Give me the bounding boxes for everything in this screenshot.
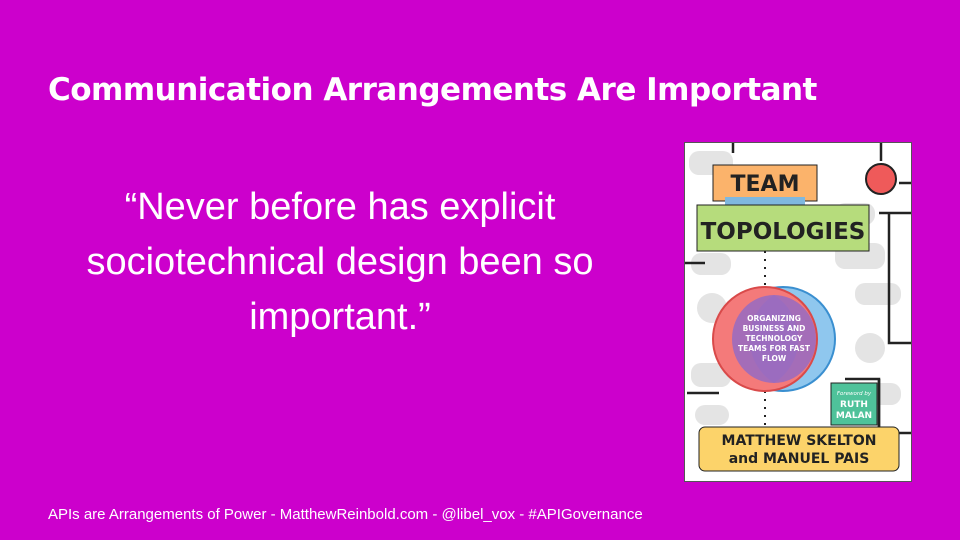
book-title-line1: TEAM xyxy=(731,172,800,197)
book-subtitle-line: BUSINESS AND xyxy=(743,324,806,333)
book-author-line1: MATTHEW SKELTON xyxy=(722,433,877,449)
book-subtitle-line: TEAMS FOR FAST xyxy=(738,344,811,353)
quote-line: sociotechnical design been so xyxy=(86,241,594,283)
quote-line: important.” xyxy=(249,296,431,338)
foreword-name-line: MALAN xyxy=(836,411,872,421)
book-author-line2: and MANUEL PAIS xyxy=(729,451,870,467)
quote: “Never before has explicit sociotechnica… xyxy=(40,180,640,345)
slide-footer: APIs are Arrangements of Power - Matthew… xyxy=(48,506,643,523)
book-title-line2: TOPOLOGIES xyxy=(701,219,866,245)
slide-title: Communication Arrangements Are Important xyxy=(48,72,817,108)
book-cover-image: TEAM TOPOLOGIES ORGANIZING BUSINESS AND … xyxy=(684,142,912,482)
book-subtitle-line: ORGANIZING xyxy=(747,314,801,323)
book-cover-art: TEAM TOPOLOGIES ORGANIZING BUSINESS AND … xyxy=(685,143,911,472)
foreword-name-line: RUTH xyxy=(840,400,868,410)
quote-line: “Never before has explicit xyxy=(124,186,556,228)
book-subtitle-line: FLOW xyxy=(762,354,787,363)
book-subtitle-line: TECHNOLOGY xyxy=(746,334,804,343)
foreword-label: Foreword by xyxy=(837,391,872,397)
